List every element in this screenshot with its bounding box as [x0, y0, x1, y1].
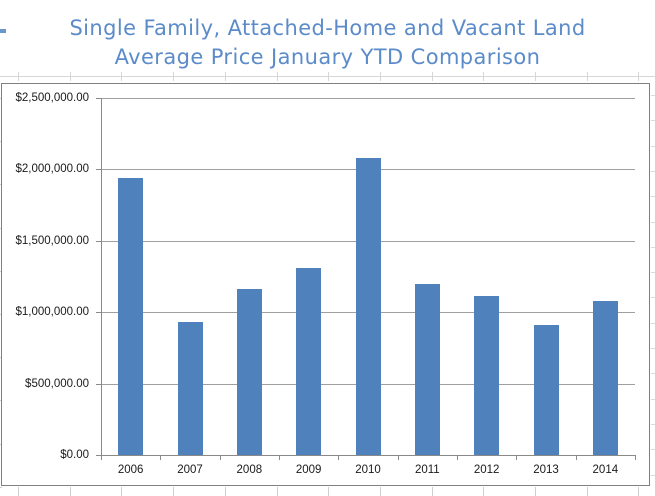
x-axis-label: 2012 [473, 464, 500, 476]
y-axis-label: $1,500,000.00 [15, 235, 89, 247]
x-axis-line [101, 455, 636, 456]
bar[interactable] [593, 301, 618, 455]
worksheet-column-tick [483, 487, 484, 496]
x-axis-label: 2006 [117, 464, 144, 476]
x-axis-label: 2009 [295, 464, 322, 476]
worksheet-row-tick [651, 323, 655, 324]
worksheet-row-tick [651, 475, 655, 476]
worksheet-column-tick [18, 487, 19, 496]
worksheet-column-tick [277, 72, 278, 81]
worksheet-column-tick [535, 72, 536, 81]
worksheet-row-tick [651, 222, 655, 223]
x-axis-tick [101, 455, 102, 460]
bar[interactable] [534, 325, 559, 455]
chart-title: Single Family, Attached-Home and Vacant … [0, 14, 655, 72]
bar[interactable] [178, 322, 203, 455]
worksheet-row-tick [651, 449, 655, 450]
worksheet-row-tick [651, 348, 655, 349]
worksheet-column-tick [173, 487, 174, 496]
worksheet-column-tick [380, 72, 381, 81]
worksheet-row-tick [651, 196, 655, 197]
x-axis-tick [279, 455, 280, 460]
x-axis-label: 2013 [533, 464, 559, 476]
y-axis-label: $2,000,000.00 [15, 163, 89, 175]
y-axis-label: $0.00 [60, 449, 89, 461]
worksheet-column-tick [225, 487, 226, 496]
worksheet-column-tick [638, 487, 639, 496]
worksheet-column-tick [121, 487, 122, 496]
blue-dash-decoration [0, 29, 6, 33]
worksheet-row-tick [651, 146, 655, 147]
worksheet-row-tick [651, 399, 655, 400]
worksheet-column-tick [328, 72, 329, 81]
worksheet-column-tick [432, 487, 433, 496]
worksheet-column-tick [225, 72, 226, 81]
worksheet-column-tick [18, 72, 19, 81]
x-axis-label: 2011 [414, 464, 440, 476]
y-axis-line [101, 98, 102, 460]
x-axis-tick [516, 455, 517, 460]
worksheet-row-tick [651, 272, 655, 273]
y-axis-tick [96, 169, 101, 170]
y-axis-tick [96, 98, 101, 99]
y-axis-label: $500,000.00 [25, 378, 89, 390]
y-axis-tick [96, 312, 101, 313]
worksheet-row-tick [651, 171, 655, 172]
bar[interactable] [474, 296, 499, 455]
x-axis-tick [576, 455, 577, 460]
worksheet-column-tick [587, 72, 588, 81]
bar[interactable] [237, 289, 262, 455]
worksheet-column-tick [380, 487, 381, 496]
gridline [101, 98, 635, 99]
x-axis-label: 2010 [355, 464, 381, 476]
x-axis-label: 2014 [592, 464, 619, 476]
y-axis-tick [96, 241, 101, 242]
x-axis-tick [338, 455, 339, 460]
worksheet-column-tick [483, 72, 484, 81]
worksheet-column-tick [277, 487, 278, 496]
worksheet-row-tick [0, 487, 2, 488]
worksheet-column-tick [432, 72, 433, 81]
worksheet-row-tick [651, 373, 655, 374]
x-axis-label: 2007 [177, 464, 203, 476]
x-axis-tick [635, 455, 636, 460]
worksheet-column-tick [70, 487, 71, 496]
x-axis-tick [457, 455, 458, 460]
worksheet-row-tick [651, 120, 655, 121]
chart-title-line2: Average Price January YTD Comparison [114, 45, 541, 69]
worksheet-column-tick [70, 72, 71, 81]
bar[interactable] [296, 268, 321, 455]
worksheet-column-tick [638, 72, 639, 81]
bar[interactable] [118, 178, 143, 455]
worksheet-column-tick [328, 487, 329, 496]
worksheet-row-line [0, 76, 655, 77]
x-axis-tick [220, 455, 221, 460]
worksheet-row-tick [651, 95, 655, 96]
y-axis-label: $1,000,000.00 [15, 306, 89, 318]
x-axis-tick [398, 455, 399, 460]
y-axis-label: $2,500,000.00 [15, 92, 89, 104]
chart-title-line1: Single Family, Attached-Home and Vacant … [69, 16, 586, 40]
worksheet-row-tick [651, 424, 655, 425]
x-axis-tick [160, 455, 161, 460]
worksheet-column-tick [535, 487, 536, 496]
y-axis-tick [96, 384, 101, 385]
worksheet-column-tick [587, 487, 588, 496]
bar[interactable] [415, 284, 440, 455]
worksheet-row-tick [651, 247, 655, 248]
x-axis-label: 2008 [236, 464, 263, 476]
y-axis-tick [96, 455, 101, 456]
worksheet-column-tick [173, 72, 174, 81]
worksheet-column-tick [121, 72, 122, 81]
worksheet-row-tick [651, 297, 655, 298]
bar[interactable] [356, 158, 381, 455]
